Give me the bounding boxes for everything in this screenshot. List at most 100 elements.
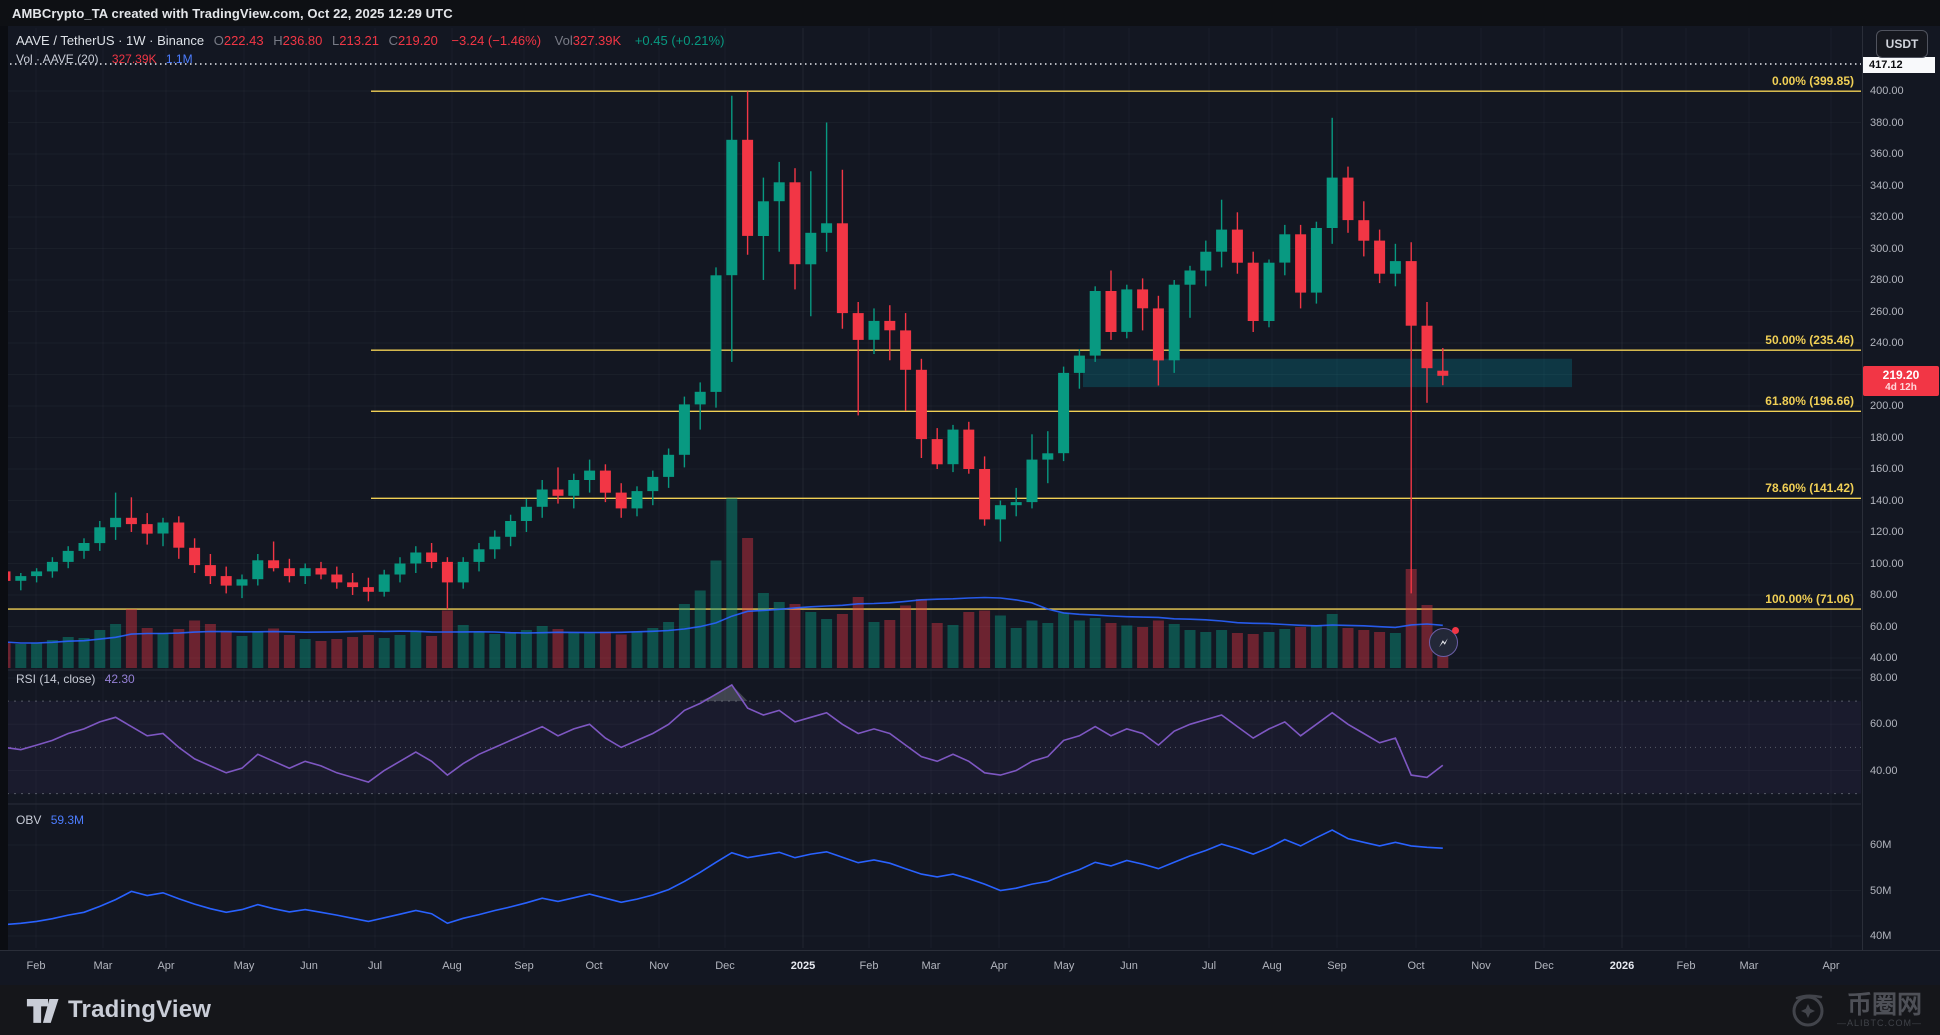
time-tick: Jun bbox=[300, 960, 318, 972]
volume-indicator-value: 327.39K bbox=[111, 52, 157, 66]
price-tick: 320.00 bbox=[1870, 211, 1904, 223]
watermark-site: —ALIBTC.COM— bbox=[1836, 1018, 1922, 1028]
rsi-tick: 40.00 bbox=[1870, 765, 1898, 777]
rsi-value: 42.30 bbox=[104, 672, 135, 686]
close-label: C bbox=[388, 33, 399, 48]
fib-level-label[interactable]: 0.00% (399.85) bbox=[1771, 74, 1854, 88]
footer-bar: TradingView 币圈网 —ALIBTC.COM— bbox=[0, 985, 1940, 1035]
time-tick: Aug bbox=[1262, 960, 1282, 972]
notification-dot bbox=[1452, 627, 1459, 634]
time-tick: Feb bbox=[1676, 960, 1696, 972]
time-tick: Jul bbox=[367, 960, 383, 972]
alert-price-label: 417.12 bbox=[1863, 57, 1935, 73]
time-scale[interactable]: Feb Mar Apr May Jun Jul Aug Sep Oct Nov Dec 2025 Feb… bbox=[0, 950, 1940, 986]
volume-indicator-legend[interactable]: Vol · AAVE (20) 327.39K 1.1M bbox=[16, 52, 193, 66]
time-tick: Oct bbox=[585, 960, 603, 972]
obv-name: OBV bbox=[16, 813, 42, 827]
price-tick: 160.00 bbox=[1870, 463, 1904, 475]
obv-value: 59.3M bbox=[50, 813, 85, 827]
price-tick: 140.00 bbox=[1870, 495, 1904, 507]
price-tick: 40.00 bbox=[1870, 652, 1898, 664]
open-label: O bbox=[213, 33, 224, 48]
low-label: L bbox=[332, 33, 340, 48]
volume-label: Vol bbox=[554, 33, 573, 48]
time-tick: Mar bbox=[93, 960, 113, 972]
time-tick: Feb bbox=[859, 960, 879, 972]
price-tick: 280.00 bbox=[1870, 274, 1904, 286]
price-tick: 400.00 bbox=[1870, 85, 1904, 97]
rsi-tick: 60.00 bbox=[1870, 718, 1898, 730]
time-tick: Aug bbox=[442, 960, 462, 972]
fib-level-label[interactable]: 50.00% (235.46) bbox=[1765, 333, 1854, 347]
time-tick: Jul bbox=[1201, 960, 1217, 972]
chart-canvas[interactable] bbox=[0, 0, 1862, 950]
time-tick: Apr bbox=[157, 960, 175, 972]
currency-toggle-button[interactable]: USDT bbox=[1876, 30, 1928, 58]
symbol-legend[interactable]: AAVE / TetherUS · 1W · Binance O222.43 H… bbox=[16, 33, 724, 48]
time-tick: 2026 bbox=[1609, 960, 1635, 972]
time-tick: May bbox=[233, 960, 255, 972]
fib-level-label[interactable]: 100.00% (71.06) bbox=[1765, 592, 1854, 606]
tradingview-wordmark: TradingView bbox=[68, 996, 212, 1023]
tradingview-logo[interactable]: TradingView bbox=[26, 995, 211, 1025]
last-price-value: 219.20 bbox=[1882, 368, 1920, 382]
time-tick: Nov bbox=[1471, 960, 1491, 972]
volume-ma-value: 1.1M bbox=[165, 52, 193, 66]
rsi-tick: 80.00 bbox=[1870, 672, 1898, 684]
price-tick: 340.00 bbox=[1870, 180, 1904, 192]
volume-indicator-name: Vol · AAVE (20) bbox=[16, 52, 99, 66]
price-tick: 80.00 bbox=[1870, 589, 1898, 601]
obv-tick: 60M bbox=[1870, 839, 1892, 851]
watermark-logo-icon bbox=[1792, 994, 1824, 1027]
time-tick: Nov bbox=[649, 960, 669, 972]
bar-countdown: 4d 12h bbox=[1885, 382, 1917, 393]
last-price-label: 219.20 4d 12h bbox=[1863, 366, 1939, 396]
price-tick: 260.00 bbox=[1870, 306, 1904, 318]
obv-tick: 40M bbox=[1870, 930, 1892, 942]
high-value: 236.80 bbox=[282, 33, 323, 48]
obv-tick: 50M bbox=[1870, 885, 1892, 897]
tradingview-logo-icon bbox=[26, 999, 59, 1023]
price-change: −3.24 (−1.46%) bbox=[451, 33, 542, 48]
price-tick: 200.00 bbox=[1870, 400, 1904, 412]
left-edge-strip bbox=[0, 26, 8, 950]
symbol-name: AAVE / TetherUS · 1W · Binance bbox=[16, 33, 205, 48]
price-tick: 100.00 bbox=[1870, 558, 1904, 570]
low-value: 213.21 bbox=[339, 33, 380, 48]
price-tick: 120.00 bbox=[1870, 526, 1904, 538]
time-tick: Feb bbox=[26, 960, 46, 972]
time-tick: Mar bbox=[1739, 960, 1759, 972]
volume-change: +0.45 (+0.21%) bbox=[634, 33, 725, 48]
obv-legend[interactable]: OBV 59.3M bbox=[16, 813, 84, 827]
price-tick: 300.00 bbox=[1870, 243, 1904, 255]
time-tick: Jun bbox=[1120, 960, 1138, 972]
time-tick: Apr bbox=[990, 960, 1008, 972]
price-tick: 60.00 bbox=[1870, 621, 1898, 633]
rsi-name: RSI (14, close) bbox=[16, 672, 96, 686]
price-tick: 180.00 bbox=[1870, 432, 1904, 444]
high-label: H bbox=[273, 33, 283, 48]
time-tick: Sep bbox=[514, 960, 534, 972]
publish-title: AMBCrypto_TA created with TradingView.co… bbox=[12, 5, 453, 21]
time-tick: 2025 bbox=[790, 960, 816, 972]
time-tick: Mar bbox=[921, 960, 941, 972]
fib-level-label[interactable]: 78.60% (141.42) bbox=[1765, 481, 1854, 495]
price-scale[interactable]: 400.00 380.00 360.00 340.00 320.00 300.00 280.… bbox=[1862, 26, 1940, 950]
site-watermark: 币圈网 —ALIBTC.COM— bbox=[1787, 989, 1922, 1031]
time-tick: Apr bbox=[1822, 960, 1840, 972]
time-tick: Sep bbox=[1327, 960, 1347, 972]
time-tick: Dec bbox=[1534, 960, 1554, 972]
time-tick: Dec bbox=[715, 960, 735, 972]
time-tick: May bbox=[1053, 960, 1075, 972]
time-tick: Oct bbox=[1407, 960, 1425, 972]
rsi-legend[interactable]: RSI (14, close) 42.30 bbox=[16, 672, 135, 686]
lightning-icon[interactable]: 🗲 bbox=[1429, 627, 1459, 657]
fib-level-label[interactable]: 61.80% (196.66) bbox=[1765, 394, 1854, 408]
close-value: 219.20 bbox=[398, 33, 438, 48]
volume-value: 327.39K bbox=[572, 33, 622, 48]
price-tick: 240.00 bbox=[1870, 337, 1904, 349]
price-tick: 360.00 bbox=[1870, 148, 1904, 160]
open-value: 222.43 bbox=[223, 33, 264, 48]
price-tick: 380.00 bbox=[1870, 117, 1904, 129]
